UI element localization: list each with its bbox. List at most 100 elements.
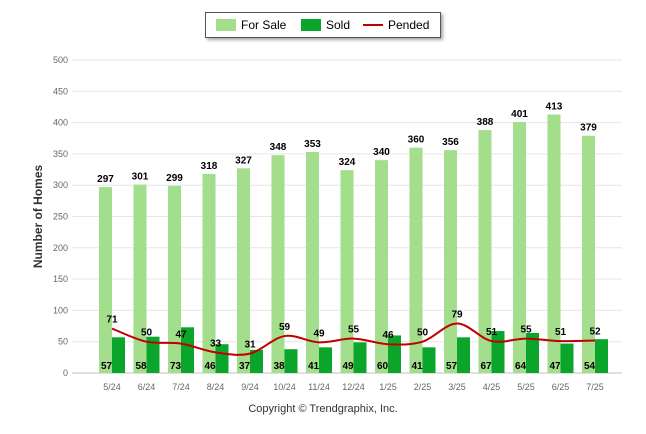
pended-line-swatch: [363, 24, 383, 26]
for-sale-bar: [271, 155, 285, 373]
for-sale-data-label: 299: [166, 173, 183, 184]
sold-bar: [422, 347, 436, 373]
sold-data-label: 60: [377, 361, 389, 372]
pended-data-label: 51: [486, 327, 498, 338]
sold-bar: [353, 342, 367, 373]
for-sale-data-label: 353: [304, 139, 321, 150]
for-sale-data-label: 324: [339, 157, 356, 168]
pended-line: [111, 322, 596, 356]
for-sale-data-label: 348: [270, 142, 287, 153]
for-sale-bar: [478, 130, 492, 373]
for-sale-data-label: 379: [580, 123, 597, 134]
x-tick-label: 6/24: [138, 382, 156, 392]
for-sale-bar: [582, 135, 595, 373]
x-tick-label: 3/25: [448, 382, 466, 392]
y-tick-label: 200: [53, 243, 68, 253]
for-sale-data-label: 360: [408, 135, 425, 146]
for-sale-data-label: 301: [132, 172, 149, 183]
legend-label-pended: Pended: [388, 18, 430, 32]
x-tick-label: 7/25: [586, 382, 604, 392]
for-sale-data-label: 413: [546, 101, 563, 112]
sold-data-label: 37: [239, 361, 251, 372]
sold-bar: [181, 327, 194, 373]
copyright-text: Copyright © Trendgraphix, Inc.: [248, 403, 398, 415]
x-tick-label: 6/25: [552, 382, 570, 392]
x-tick-label: 9/24: [241, 382, 259, 392]
x-tick-label: 4/25: [483, 382, 501, 392]
y-axis-title: Number of Homes: [31, 165, 45, 269]
sold-bar: [215, 344, 229, 373]
x-tick-label: 1/25: [379, 382, 397, 392]
for-sale-bar: [306, 152, 319, 373]
for-sale-bar: [133, 184, 147, 373]
sold-bar: [560, 343, 574, 373]
for-sale-bar: [409, 147, 423, 373]
pended-data-label: 55: [348, 325, 360, 336]
y-tick-label: 350: [53, 149, 68, 159]
for-sale-data-label: 356: [442, 137, 459, 148]
pended-data-label: 52: [589, 326, 601, 337]
y-tick-label: 50: [58, 337, 68, 347]
for-sale-bar: [547, 114, 561, 373]
y-tick-label: 250: [53, 212, 68, 222]
x-tick-label: 7/24: [172, 382, 190, 392]
pended-data-label: 33: [210, 338, 222, 349]
sold-bar: [457, 337, 470, 373]
sold-bar: [284, 349, 298, 373]
sold-data-label: 41: [308, 361, 320, 372]
sold-data-label: 67: [480, 361, 492, 372]
pended-data-label: 79: [451, 310, 463, 321]
pended-data-label: 50: [141, 328, 153, 339]
pended-data-label: 59: [279, 322, 291, 333]
for-sale-data-label: 401: [511, 109, 528, 120]
for-sale-bar: [202, 173, 216, 373]
sold-data-label: 57: [101, 361, 113, 372]
sold-data-label: 64: [515, 361, 527, 372]
x-tick-label: 2/25: [414, 382, 432, 392]
for-sale-data-label: 340: [373, 147, 390, 158]
sold-data-label: 46: [204, 361, 216, 372]
pended-data-label: 50: [417, 328, 429, 339]
for-sale-data-label: 327: [235, 155, 252, 166]
x-tick-label: 11/24: [308, 382, 330, 392]
x-tick-label: 12/24: [342, 382, 365, 392]
sold-bar: [112, 337, 125, 373]
for-sale-bar: [444, 150, 457, 373]
sold-data-label: 38: [273, 361, 285, 372]
pended-data-label: 55: [520, 325, 532, 336]
sold-data-label: 54: [584, 361, 596, 372]
for-sale-bar: [99, 187, 112, 373]
for-sale-bar: [513, 121, 526, 373]
for-sale-bar: [340, 170, 354, 373]
sold-swatch: [301, 19, 321, 31]
pended-data-label: 51: [555, 327, 567, 338]
for-sale-data-label: 318: [201, 161, 218, 172]
sold-data-label: 57: [446, 361, 458, 372]
y-tick-label: 500: [53, 55, 68, 65]
pended-data-label: 31: [244, 340, 256, 351]
y-tick-label: 300: [53, 180, 68, 190]
sold-data-label: 49: [342, 361, 354, 372]
x-tick-label: 10/24: [273, 382, 296, 392]
sold-data-label: 58: [135, 361, 147, 372]
legend-label-for-sale: For Sale: [241, 18, 287, 32]
x-tick-label: 8/24: [207, 382, 225, 392]
x-tick-label: 5/25: [517, 382, 535, 392]
for-sale-swatch: [216, 19, 236, 31]
for-sale-data-label: 388: [477, 117, 494, 128]
pended-data-label: 46: [382, 330, 394, 341]
for-sale-data-label: 297: [97, 174, 114, 185]
for-sale-bar: [375, 160, 388, 373]
sold-data-label: 41: [411, 361, 423, 372]
pended-data-label: 49: [313, 328, 325, 339]
sold-bar: [146, 336, 160, 373]
sold-data-label: 73: [170, 361, 182, 372]
legend-label-sold: Sold: [326, 18, 351, 32]
for-sale-bar: [168, 185, 181, 373]
pended-data-label: 71: [106, 315, 118, 326]
sold-data-label: 47: [549, 361, 561, 372]
y-tick-label: 400: [53, 118, 68, 128]
sold-bar: [250, 349, 263, 373]
y-tick-label: 0: [63, 368, 68, 378]
